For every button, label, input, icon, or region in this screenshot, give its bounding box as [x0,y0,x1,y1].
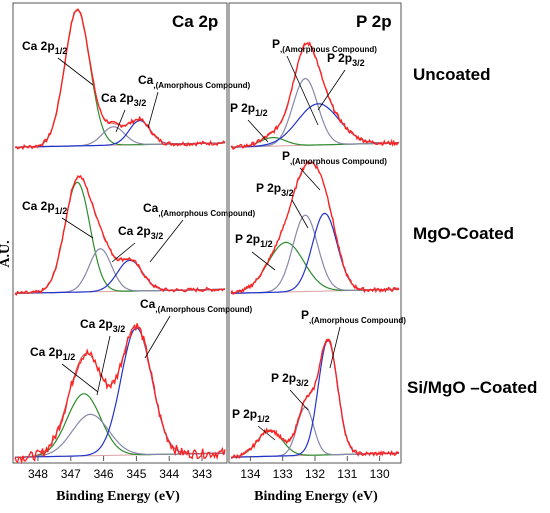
p-label-2p32-leader [291,199,309,229]
ca-label-2p12-leader [61,217,94,239]
ca-x-axis-label: Binding Energy (eV) [56,489,180,504]
row-label-si-mgo-coated: Si/MgO –Coated [407,378,537,397]
envelope-line [230,338,399,458]
p-label-2p12: P 2p1/2 [232,407,270,424]
ca-label-2p32-leader [96,335,111,396]
p-label-2p32: P 2p3/2 [256,181,294,198]
spectrum-0 [14,8,226,151]
p-x-axis-label: Binding Energy (eV) [254,489,378,504]
p-label-2p12: P 2p1/2 [230,101,268,118]
p-label-amorph-leader [286,55,319,126]
p-label-2p12-leader [251,251,276,271]
ca-label-2p12-leader [57,57,94,86]
raw-data-line [14,323,226,465]
ca-tick-label: 343 [192,467,212,481]
p-label-2p12: P 2p1/2 [235,232,273,249]
component-line [230,241,399,294]
ca-label-amorph: Ca,(Amorphous Compound) [143,201,256,218]
ca-label-amorph: Ca,(Amorphous Compound) [140,297,253,314]
y-axis-label: A.U. [0,240,13,267]
p-label-2p32: P 2p3/2 [271,371,309,388]
ca-label-amorph-leader [147,91,159,129]
raw-data-line [14,174,226,296]
p-label-amorph-leader [299,167,321,191]
component-line [230,429,399,458]
ca-panel-frame [12,2,228,464]
ca-label-2p32: Ca 2p3/2 [101,91,146,108]
p-tick-label: 132 [305,467,325,481]
ca-label-amorph-leader [149,219,184,263]
spectrum-3 [230,41,400,151]
p-label-2p12-leader [247,119,269,143]
ca-label-2p32-leader [115,109,126,133]
raw-data-line [230,161,400,295]
component-line [231,339,399,458]
ca-tick-label: 347 [61,467,81,481]
spectrum-5 [230,338,400,460]
ca-panel-title: Ca 2p [172,12,218,31]
ca-tick-label: 345 [126,467,146,481]
ca-label-2p32-leader [111,242,136,263]
ca-label-2p12: Ca 2p1/2 [22,39,67,56]
p-label-amorph-leader [329,326,341,369]
ca-label-2p32: Ca 2p3/2 [80,317,125,334]
p-label-2p32-leader [289,389,309,411]
spectrum-4 [230,161,400,295]
ca-tick-label: 344 [159,467,179,481]
ca-tick-label: 346 [94,467,114,481]
ca-label-2p12: Ca 2p1/2 [22,199,67,216]
spectrum-1 [14,174,226,296]
component-line [231,214,399,294]
p-label-2p32-leader [317,69,346,111]
raw-data-line [14,8,226,151]
p-label-amorph: P,(Amorphous Compound) [282,149,387,166]
p-label-2p12-leader [257,425,276,441]
p-tick-label: 134 [240,467,260,481]
p-label-amorph: P,(Amorphous Compound) [272,37,377,54]
p-tick-label: 131 [337,467,357,481]
p-tick-label: 133 [273,467,293,481]
ca-label-2p32: Ca 2p3/2 [118,224,163,241]
p-label-amorph: P,(Amorphous Compound) [301,308,406,325]
p-panel-frame [228,2,402,464]
row-label-uncoated: Uncoated [413,65,490,84]
row-label-mgo-coated: MgO-Coated [413,224,514,243]
spectrum-2 [14,323,226,465]
ca-label-amorph-leader [144,315,171,359]
ca-label-amorph: Ca,(Amorphous Compound) [138,73,251,90]
p-label-2p32: P 2p3/2 [327,51,365,68]
raw-data-line [230,338,400,460]
raw-data-line [230,41,400,151]
p-tick-label: 130 [370,467,390,481]
p-panel-title: P 2p [356,12,392,31]
ca-tick-label: 348 [28,467,48,481]
ca-label-2p12: Ca 2p1/2 [30,345,75,362]
ca-label-2p12-leader [61,363,99,393]
